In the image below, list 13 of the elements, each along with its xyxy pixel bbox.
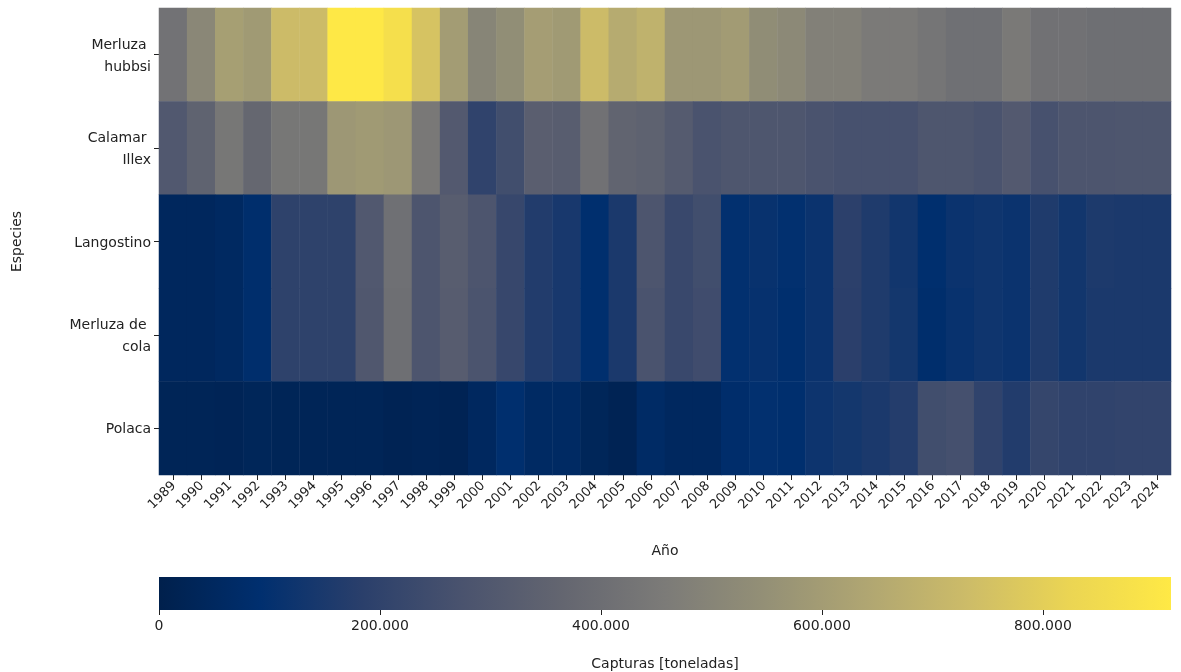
y-tick-label: Merluza de cola [69,315,151,354]
color-bar-label: 400.000 [571,617,630,633]
y-tick-label: Langostino [74,233,151,250]
y-tick-label: Merluza hubbsi [91,35,151,74]
y-tick-label: Calamar Illex [87,129,151,168]
color-bar-label: 0 [154,617,164,633]
y-tick-label: Polaca [105,420,151,437]
color-bar-title: Capturas [toneladas] [591,655,739,671]
x-axis-title: Año [651,542,679,558]
color-bar-label: 600.000 [792,617,851,633]
color-bar-label: 200.000 [351,617,409,633]
y-axis-title: Especies [8,210,24,273]
color-bar-label: 800.000 [1013,617,1072,633]
